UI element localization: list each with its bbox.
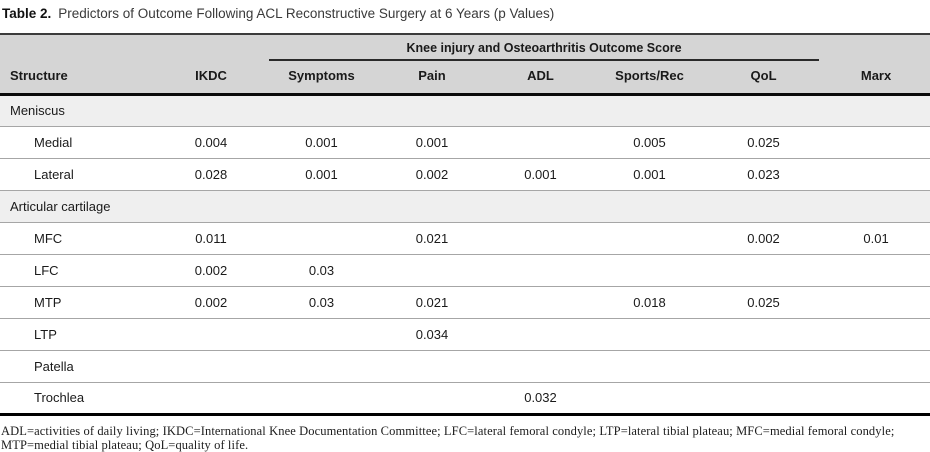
p-value-cell	[487, 349, 594, 382]
table-row: Meniscus	[0, 94, 930, 126]
p-value-cell	[594, 349, 705, 382]
column-header-structure: Structure	[0, 61, 156, 96]
column-header-marx: Marx	[822, 61, 930, 96]
p-value-cell	[822, 381, 930, 414]
table-row: MTP 0.002 0.03 0.021 0.018 0.025	[0, 285, 930, 318]
p-value-cell: 0.001	[487, 157, 594, 190]
table-body: Meniscus Medial 0.004 0.001 0.001 0.005 0.025 L…	[0, 94, 930, 414]
table-row: LFC 0.002 0.03	[0, 253, 930, 286]
p-value-cell	[266, 317, 377, 350]
structure-label: Trochlea	[0, 381, 156, 414]
table-row: Articular cartilage	[0, 189, 930, 222]
p-value-cell	[822, 253, 930, 286]
column-header-row: Structure IKDC Symptoms Pain ADL Sports/…	[0, 61, 930, 96]
table-number-label: Table 2.	[2, 6, 52, 21]
koos-spanner-header: Knee injury and Osteoarthritis Outcome S…	[269, 35, 820, 61]
p-value-cell	[705, 253, 823, 286]
section-label: Articular cartilage	[0, 189, 930, 222]
p-value-cell	[156, 317, 266, 350]
structure-label: MTP	[0, 285, 156, 318]
p-value-cell	[266, 349, 377, 382]
p-value-cell: 0.01	[822, 221, 930, 254]
structure-label: MFC	[0, 221, 156, 254]
column-header-pain: Pain	[377, 61, 487, 96]
structure-label: LFC	[0, 253, 156, 286]
column-header-qol: QoL	[705, 61, 823, 96]
p-value-cell	[822, 125, 930, 158]
koos-spanner-cell: Knee injury and Osteoarthritis Outcome S…	[266, 34, 823, 61]
p-value-cell: 0.021	[377, 285, 487, 318]
p-value-cell	[705, 381, 823, 414]
spanner-spacer-left	[0, 34, 266, 61]
p-value-cell	[594, 253, 705, 286]
p-value-cell	[822, 349, 930, 382]
spanner-row: Knee injury and Osteoarthritis Outcome S…	[0, 34, 930, 61]
table-row: Medial 0.004 0.001 0.001 0.005 0.025	[0, 125, 930, 158]
column-header-symptoms: Symptoms	[266, 61, 377, 96]
table-row: Lateral 0.028 0.001 0.002 0.001 0.001 0.023	[0, 157, 930, 190]
p-value-cell: 0.03	[266, 285, 377, 318]
p-value-cell: 0.025	[705, 285, 823, 318]
table-row: LTP 0.034	[0, 317, 930, 350]
table-row: Trochlea 0.032	[0, 381, 930, 414]
p-value-cell	[705, 349, 823, 382]
p-value-cell	[377, 381, 487, 414]
spanner-spacer-right	[822, 34, 930, 61]
p-value-cell: 0.001	[377, 125, 487, 158]
p-value-cell	[594, 317, 705, 350]
p-value-cell	[822, 285, 930, 318]
p-value-cell: 0.002	[705, 221, 823, 254]
p-value-cell: 0.023	[705, 157, 823, 190]
p-value-cell: 0.002	[156, 285, 266, 318]
p-value-cell	[266, 381, 377, 414]
table-header: Knee injury and Osteoarthritis Outcome S…	[0, 34, 930, 96]
p-value-cell	[487, 317, 594, 350]
p-value-cell: 0.025	[705, 125, 823, 158]
p-value-cell	[487, 253, 594, 286]
table-footnote: ADL=activities of daily living; IKDC=Int…	[1, 423, 895, 452]
structure-label: Lateral	[0, 157, 156, 190]
p-value-cell: 0.001	[266, 157, 377, 190]
p-value-cell	[377, 349, 487, 382]
p-value-cell: 0.005	[594, 125, 705, 158]
p-value-cell: 0.018	[594, 285, 705, 318]
p-value-cell: 0.002	[377, 157, 487, 190]
p-value-cell: 0.021	[377, 221, 487, 254]
p-value-cell: 0.001	[594, 157, 705, 190]
p-value-cell: 0.028	[156, 157, 266, 190]
p-value-cell	[705, 317, 823, 350]
p-value-cell	[156, 349, 266, 382]
p-value-cell	[487, 125, 594, 158]
p-value-cell	[487, 221, 594, 254]
p-value-cell: 0.032	[487, 381, 594, 414]
p-value-cell: 0.034	[377, 317, 487, 350]
p-value-cell: 0.001	[266, 125, 377, 158]
column-header-adl: ADL	[487, 61, 594, 96]
p-value-cell	[377, 253, 487, 286]
table-row: Patella	[0, 349, 930, 382]
table-title: Table 2. Predictors of Outcome Following …	[0, 0, 930, 33]
p-value-cell: 0.002	[156, 253, 266, 286]
table-row: MFC 0.011 0.021 0.002 0.01	[0, 221, 930, 254]
structure-label: LTP	[0, 317, 156, 350]
p-value-cell	[487, 285, 594, 318]
p-value-cell: 0.03	[266, 253, 377, 286]
p-value-cell	[822, 317, 930, 350]
structure-label: Patella	[0, 349, 156, 382]
p-value-cell	[156, 381, 266, 414]
section-label: Meniscus	[0, 94, 930, 126]
p-value-cell: 0.004	[156, 125, 266, 158]
column-header-ikdc: IKDC	[156, 61, 266, 96]
p-value-cell	[594, 221, 705, 254]
p-value-cell	[594, 381, 705, 414]
p-value-cell	[266, 221, 377, 254]
outcomes-table: Knee injury and Osteoarthritis Outcome S…	[0, 33, 930, 416]
table-title-text: Predictors of Outcome Following ACL Reco…	[58, 6, 555, 21]
p-value-cell	[822, 157, 930, 190]
column-header-sports-rec: Sports/Rec	[594, 61, 705, 96]
structure-label: Medial	[0, 125, 156, 158]
p-value-cell: 0.011	[156, 221, 266, 254]
